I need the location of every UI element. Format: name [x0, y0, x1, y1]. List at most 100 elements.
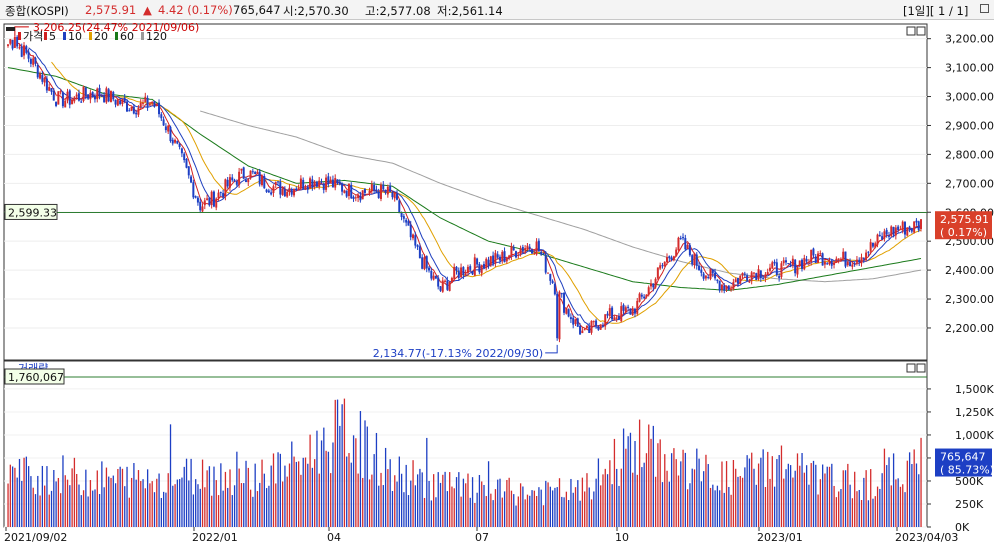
volume-bar: [220, 463, 222, 527]
current-volume-pct-label: ( 85.73%): [940, 464, 994, 477]
candle-body: [714, 272, 717, 279]
current-price-box: [935, 211, 992, 240]
candle-body: [890, 226, 893, 237]
candle-body: [748, 281, 751, 283]
volume-bar: [185, 458, 188, 527]
volume-bar: [645, 453, 648, 527]
candle-body: [670, 257, 673, 260]
period-selector[interactable]: [1일][ 1 / 1]: [903, 4, 969, 18]
volume-bar: [446, 491, 449, 527]
volume-bar: [53, 469, 55, 527]
candle-body: [652, 283, 655, 288]
candle-body: [453, 266, 456, 279]
candle-body: [798, 260, 801, 267]
volume-bar: [835, 497, 838, 527]
volume-bar: [158, 473, 160, 527]
volume-bar: [27, 466, 30, 527]
volume-bar: [627, 436, 629, 527]
volume-bar: [767, 451, 769, 527]
volume-bar: [462, 478, 465, 527]
candle-body: [839, 258, 842, 260]
volume-bar: [229, 469, 231, 527]
candle-body: [359, 195, 362, 201]
candle-body: [384, 189, 387, 194]
candle-body: [352, 196, 355, 200]
candle-body: [716, 279, 719, 281]
candle-body: [331, 179, 334, 188]
volume-bar: [18, 458, 21, 527]
volume-bar: [368, 479, 371, 527]
volume-bar: [410, 480, 412, 527]
candle-body: [906, 227, 909, 236]
volume-bar: [455, 477, 458, 527]
candle-body: [803, 257, 806, 270]
candle-body: [135, 112, 138, 115]
volume-bar: [787, 463, 789, 527]
candle-body: [627, 306, 630, 308]
volume-bar: [764, 486, 767, 527]
candle-body: [615, 317, 618, 319]
candle-body: [743, 273, 746, 275]
volume-bar: [501, 497, 503, 527]
candle-body: [277, 181, 280, 183]
candle-body: [654, 278, 657, 288]
volume-bar: [412, 460, 414, 527]
volume-bar: [625, 448, 627, 527]
candle-body: [39, 73, 42, 79]
candle-body: [66, 91, 69, 101]
candle-body: [846, 261, 849, 266]
legend-marker-icon: [6, 27, 15, 31]
candle-body: [734, 279, 737, 283]
volume-bar: [519, 483, 522, 527]
candle-body: [89, 92, 92, 100]
volume-bar: [613, 438, 616, 527]
candle-body: [542, 253, 545, 255]
volume-bar: [691, 468, 693, 527]
volume-bar: [762, 449, 764, 527]
candle-body: [174, 139, 177, 143]
volume-bar: [638, 419, 641, 527]
candle-body: [123, 97, 126, 102]
candle-body: [709, 268, 712, 279]
volume-bar: [14, 467, 16, 527]
volume-bar: [902, 484, 904, 527]
candle-body: [750, 272, 753, 281]
volume-bar: [822, 464, 824, 527]
volume-bar: [828, 466, 831, 527]
candle-body: [645, 294, 648, 298]
candle-body: [581, 330, 584, 334]
candle-body: [817, 253, 820, 263]
volume-bar: [506, 479, 508, 527]
volume-bar: [190, 458, 192, 527]
candle-body: [423, 257, 426, 270]
candle-body: [920, 219, 922, 230]
volume-bar: [769, 478, 771, 527]
volume-bar: [449, 472, 451, 527]
volume-bar: [801, 453, 803, 527]
price-tick-label: 2,700.00: [945, 177, 994, 190]
volume-bar: [897, 478, 899, 527]
candle-body: [883, 231, 886, 239]
volume-bar: [856, 491, 858, 527]
candle-body: [462, 267, 465, 276]
volume-bar: [879, 488, 881, 527]
volume-bar: [254, 463, 256, 527]
volume-bar: [57, 477, 60, 527]
date-tick-label: 10: [615, 531, 629, 544]
candle-body: [25, 46, 28, 53]
candle-body: [329, 179, 332, 183]
candle-body: [199, 201, 202, 211]
candle-body: [82, 86, 85, 101]
volume-bar: [751, 452, 753, 527]
volume-bar: [629, 432, 632, 527]
candle-body: [528, 246, 531, 249]
volume-bar: [41, 465, 44, 527]
window-icon[interactable]: [980, 4, 989, 13]
volume-bar: [574, 487, 577, 527]
volume-bar: [416, 474, 419, 527]
candle-body: [668, 256, 671, 258]
volume-bar: [423, 497, 426, 527]
volume-bar: [307, 463, 309, 527]
volume-bar: [776, 459, 778, 527]
